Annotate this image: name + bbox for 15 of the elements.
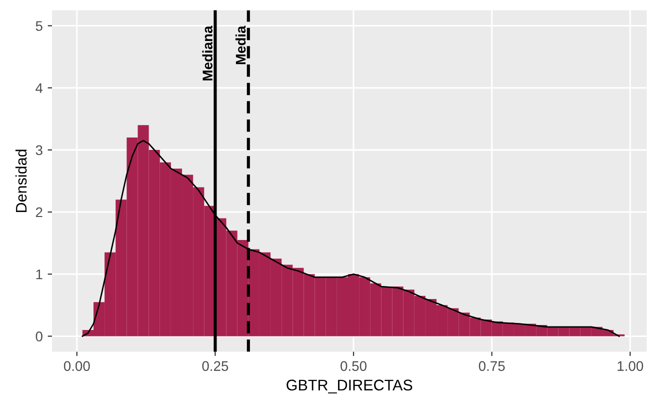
x-tick-label: 0.25: [202, 361, 228, 371]
y-tick-label: 1: [36, 270, 42, 280]
y-tick-label: 5: [36, 21, 42, 31]
x-tick-label: 0.50: [340, 361, 366, 371]
y-tick-label: 4: [36, 83, 43, 93]
y-tick-label: 3: [36, 145, 42, 156]
x-tick-label: 1.00: [618, 361, 644, 371]
x-tick-label: 0.75: [478, 361, 505, 371]
ref-line-label: Mediana: [202, 26, 212, 80]
y-tick-label: 2: [36, 207, 42, 218]
x-axis-title: GBTR_DIRECTAS: [286, 380, 412, 394]
y-axis-title: Densidad: [15, 150, 27, 212]
y-tick-label: 0: [36, 332, 42, 342]
x-tick-label: 0.00: [64, 361, 90, 371]
ref-line-label: Media: [235, 26, 246, 64]
